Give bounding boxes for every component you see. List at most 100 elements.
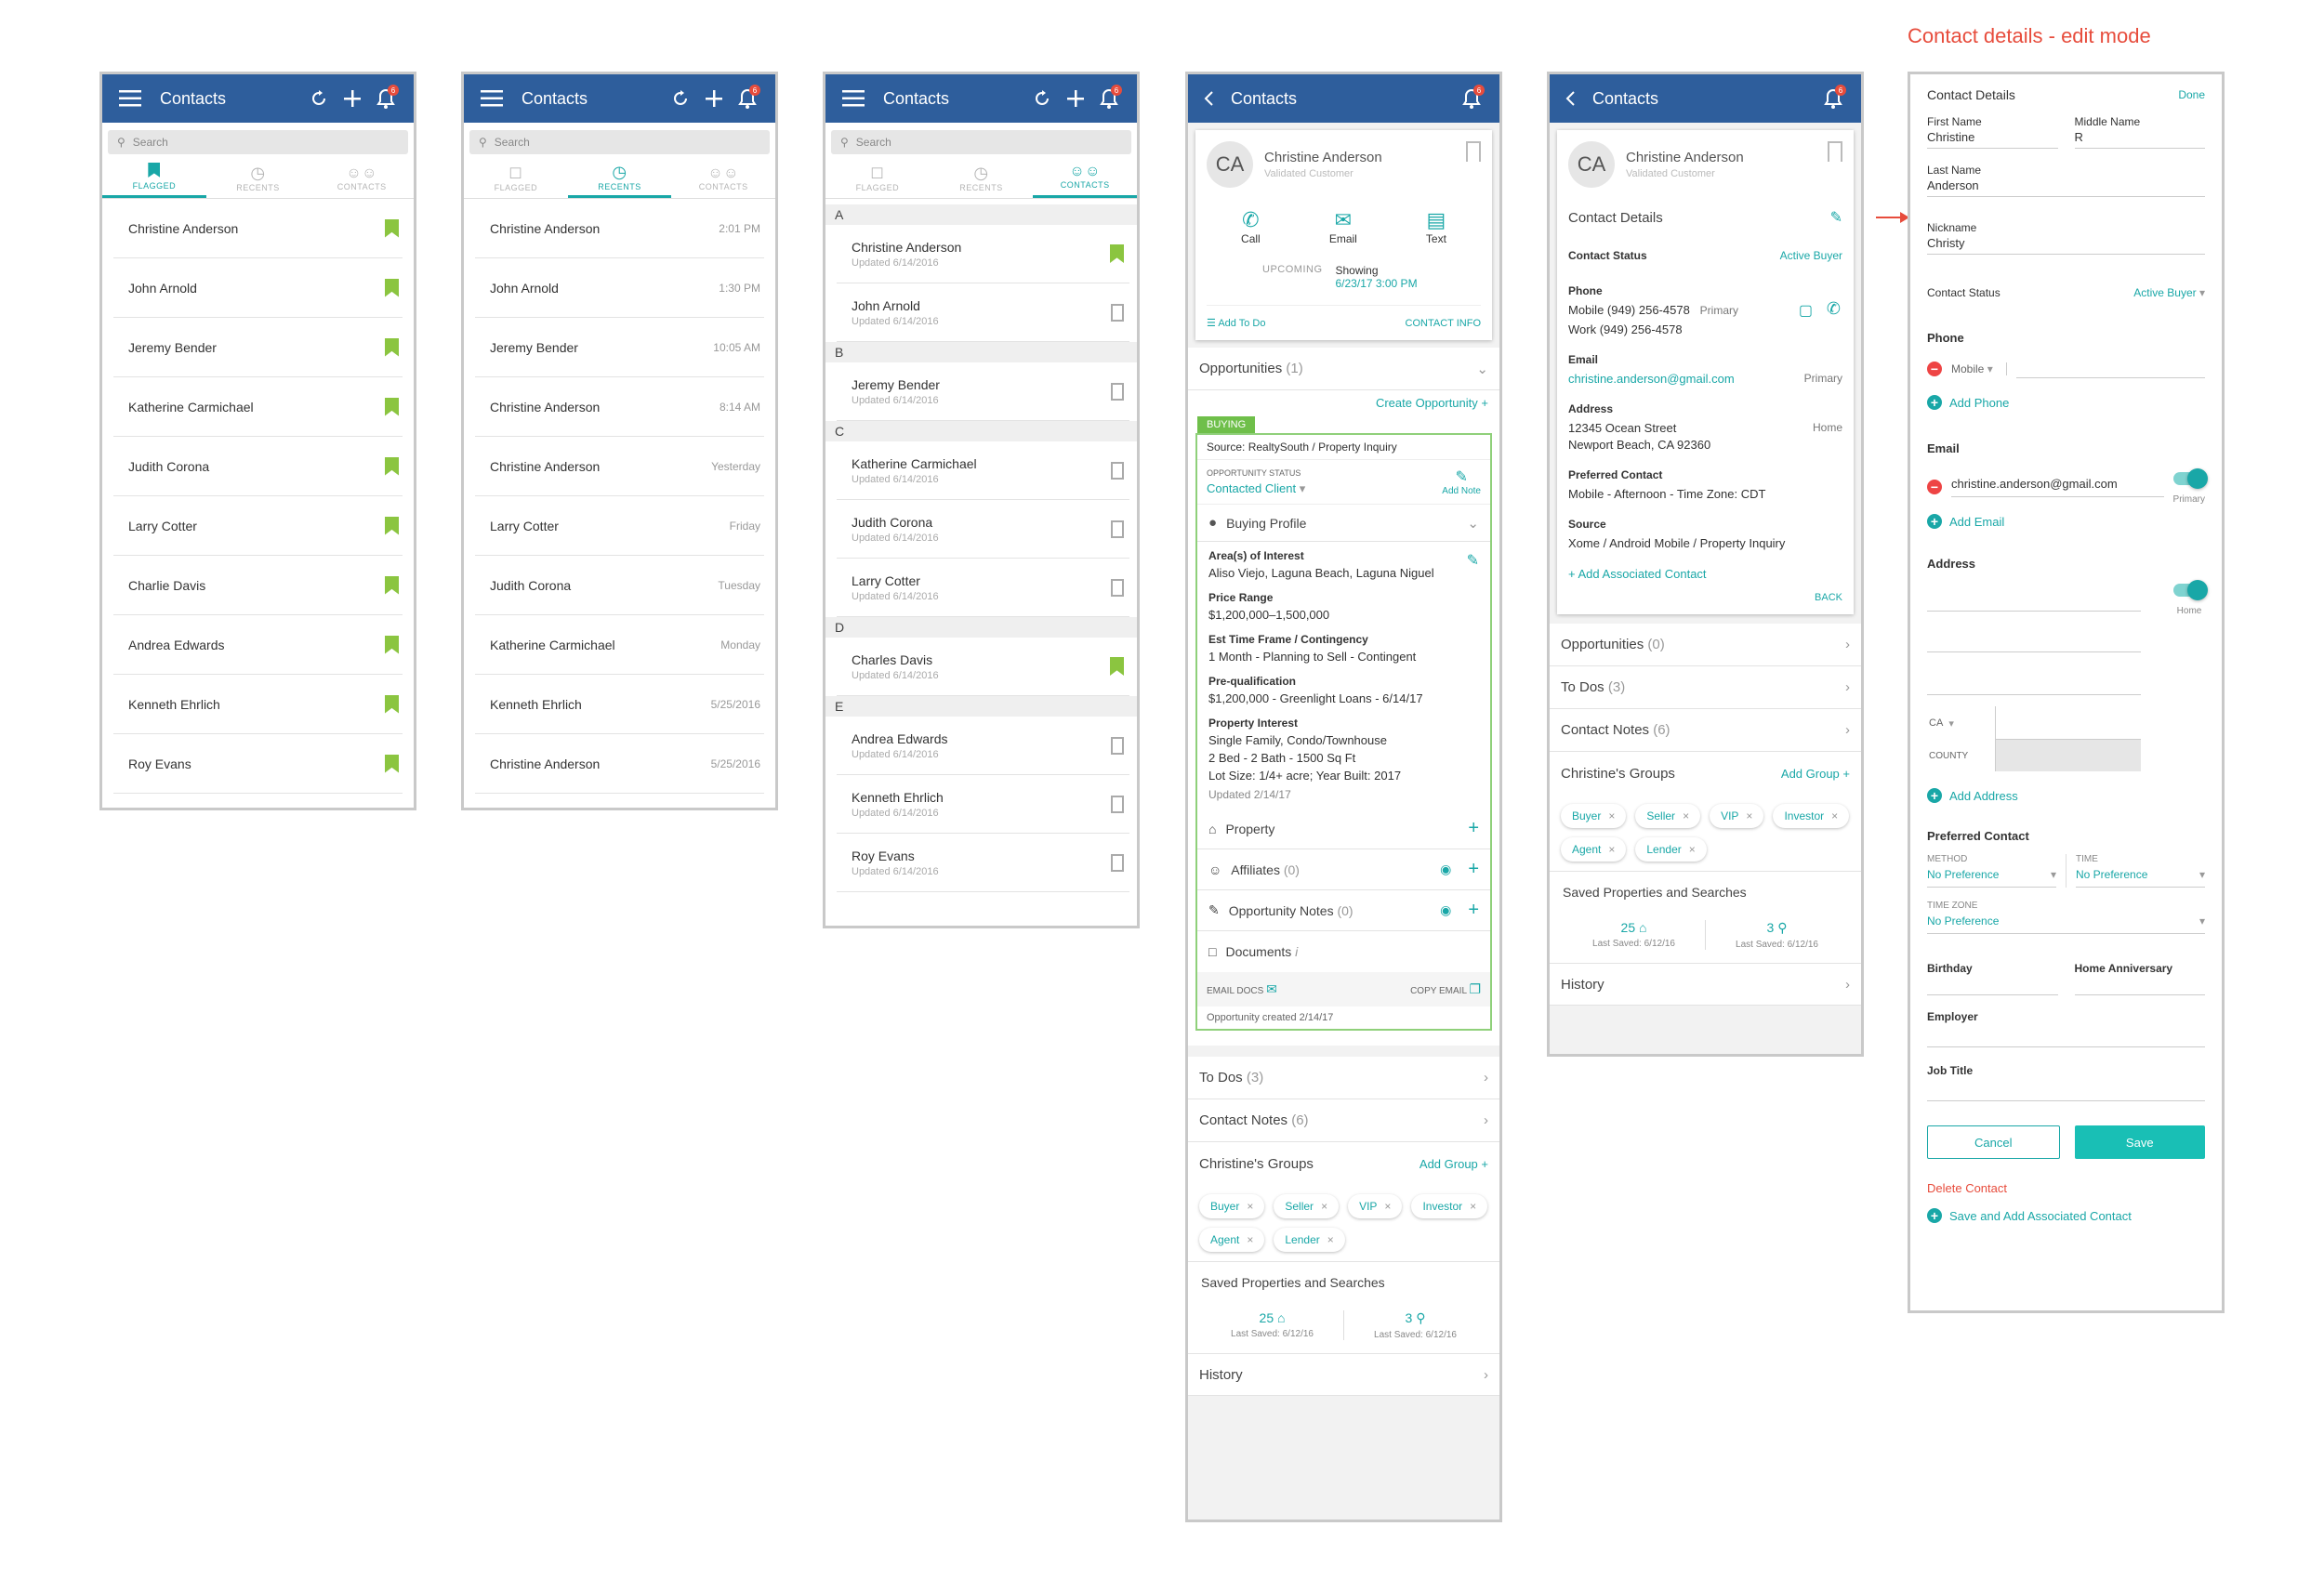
bookmark-outline-icon[interactable]: [1111, 578, 1124, 597]
sync-icon[interactable]: [664, 85, 697, 112]
contact-row[interactable]: John Arnold: [113, 258, 403, 318]
group-chip[interactable]: Buyer ×: [1561, 804, 1626, 828]
group-chip[interactable]: Seller ×: [1635, 804, 1700, 828]
close-icon[interactable]: ×: [1608, 809, 1616, 822]
nickname-input[interactable]: Christy: [1927, 234, 2205, 255]
contact-info-button[interactable]: CONTACT INFO: [1405, 317, 1481, 329]
menu-icon[interactable]: [475, 85, 508, 112]
close-icon[interactable]: ×: [1831, 809, 1839, 822]
contact-notes-row[interactable]: Contact Notes (6) ›: [1188, 1099, 1499, 1142]
contact-row[interactable]: Kenneth Ehrlich: [113, 675, 403, 734]
recent-row[interactable]: Christine Anderson 8:14 AM: [475, 377, 764, 437]
tab-contacts[interactable]: ☺☺ CONTACTS: [1033, 158, 1137, 198]
bookmark-outline-icon[interactable]: [1111, 461, 1124, 480]
state-select[interactable]: CA ▾: [1929, 717, 1954, 730]
job-title-input[interactable]: [1927, 1077, 2205, 1101]
back-arrow-icon[interactable]: [1199, 85, 1218, 112]
save-add-associated-button[interactable]: + Save and Add Associated Contact: [1927, 1208, 2205, 1223]
contact-row[interactable]: Andrea Edwards Updated 6/14/2016: [837, 717, 1129, 775]
saved-properties[interactable]: 25 ⌂ Last Saved: 6/12/16: [1563, 920, 1706, 950]
contact-row[interactable]: Larry Cotter Updated 6/14/2016: [837, 559, 1129, 617]
flag-icon[interactable]: [385, 397, 399, 416]
home-address-toggle[interactable]: [2173, 580, 2208, 600]
tab-flagged[interactable]: ☐ FLAGGED: [494, 165, 538, 192]
text-button[interactable]: ▤ Text: [1425, 208, 1446, 245]
group-chip[interactable]: Agent ×: [1199, 1228, 1264, 1252]
group-chip[interactable]: Lender ×: [1635, 837, 1706, 862]
timezone-select[interactable]: No Preference ▾: [1927, 911, 2205, 934]
contact-row[interactable]: Katherine Carmichael: [113, 377, 403, 437]
tab-flagged[interactable]: FLAGGED: [102, 158, 206, 198]
saved-properties[interactable]: 25 ⌂ Last Saved: 6/12/16: [1201, 1310, 1344, 1340]
contact-row[interactable]: Andrea Edwards: [113, 615, 403, 675]
copy-email-button[interactable]: COPY EMAIL ❐: [1410, 981, 1481, 996]
flag-icon[interactable]: [1110, 244, 1124, 263]
close-icon[interactable]: ×: [1247, 1233, 1254, 1246]
street-2-input[interactable]: [1927, 612, 2141, 652]
add-group-button[interactable]: Add Group +: [1780, 766, 1850, 781]
menu-icon[interactable]: [837, 85, 870, 112]
close-icon[interactable]: ×: [1683, 809, 1690, 822]
primary-email-toggle[interactable]: [2172, 468, 2208, 489]
close-icon[interactable]: ×: [1470, 1200, 1477, 1213]
sync-icon[interactable]: [302, 85, 336, 112]
notification-icon[interactable]: 6: [369, 85, 403, 112]
done-button[interactable]: Done: [2178, 88, 2205, 101]
street-input[interactable]: [1927, 584, 2141, 612]
tab-contacts[interactable]: ☺☺ CONTACTS: [698, 164, 748, 191]
phone-number-input[interactable]: [2015, 360, 2205, 378]
delete-contact-button[interactable]: Delete Contact: [1927, 1181, 2007, 1195]
contact-row[interactable]: Charlie Davis: [113, 556, 403, 615]
contact-row[interactable]: John Arnold Updated 6/14/2016: [837, 283, 1129, 342]
cancel-button[interactable]: Cancel: [1927, 1125, 2060, 1159]
recent-row[interactable]: Jeremy Bender 10:05 AM: [475, 318, 764, 377]
contact-status-select[interactable]: Active Buyer ▾: [2133, 286, 2205, 299]
message-icon[interactable]: ▢: [1798, 303, 1813, 319]
group-chip[interactable]: VIP ×: [1348, 1194, 1402, 1218]
add-note-button[interactable]: ✎ Add Note: [1442, 469, 1481, 496]
opp-status-select[interactable]: Contacted Client ▾: [1207, 480, 1306, 495]
add-todo-button[interactable]: ☰ Add To Do: [1207, 318, 1266, 329]
contact-row[interactable]: Jeremy Bender Updated 6/14/2016: [837, 362, 1129, 421]
opportunities-row[interactable]: Opportunities (0) ›: [1550, 624, 1861, 666]
saved-searches[interactable]: 3 ⚲ Last Saved: 6/12/16: [1736, 920, 1818, 950]
phone-icon[interactable]: ✆: [1826, 299, 1841, 318]
contact-row[interactable]: Judith Corona Updated 6/14/2016: [837, 500, 1129, 559]
group-chip[interactable]: Investor ×: [1411, 1194, 1487, 1218]
add-associated-contact-button[interactable]: + Add Associated Contact: [1568, 567, 1707, 581]
first-name-input[interactable]: Christine: [1927, 128, 2058, 149]
bookmark-outline-icon[interactable]: [1111, 382, 1124, 401]
close-icon[interactable]: ×: [1746, 809, 1753, 822]
contact-row[interactable]: Judith Corona: [113, 437, 403, 496]
group-chip[interactable]: Seller ×: [1274, 1194, 1339, 1218]
remove-email-icon[interactable]: −: [1927, 479, 1942, 494]
bookmark-icon[interactable]: [1828, 141, 1842, 162]
back-arrow-icon[interactable]: [1561, 85, 1579, 112]
flag-icon[interactable]: [385, 456, 399, 476]
history-row[interactable]: History ›: [1550, 963, 1861, 1006]
email-link[interactable]: christine.anderson@gmail.com: [1568, 372, 1735, 386]
saved-searches[interactable]: 3 ⚲ Last Saved: 6/12/16: [1374, 1310, 1457, 1340]
close-icon[interactable]: ×: [1247, 1200, 1254, 1213]
bookmark-outline-icon[interactable]: [1111, 303, 1124, 322]
email-docs-button[interactable]: EMAIL DOCS ✉: [1207, 981, 1277, 996]
group-chip[interactable]: Buyer ×: [1199, 1194, 1264, 1218]
recent-row[interactable]: Judith Corona Tuesday: [475, 556, 764, 615]
pencil-icon[interactable]: ✎: [1829, 210, 1842, 226]
contact-notes-row[interactable]: Contact Notes (6) ›: [1550, 709, 1861, 752]
anniversary-input[interactable]: [2074, 975, 2205, 995]
back-button[interactable]: BACK: [1815, 592, 1842, 603]
flag-icon[interactable]: [385, 575, 399, 595]
search-input[interactable]: ⚲ Search: [108, 130, 408, 154]
notification-icon[interactable]: 6: [1455, 85, 1488, 112]
call-button[interactable]: ✆ Call: [1241, 208, 1261, 245]
recent-row[interactable]: Christine Anderson Yesterday: [475, 437, 764, 496]
opportunities-header[interactable]: Opportunities (1) ⌄: [1188, 348, 1499, 390]
close-icon[interactable]: ×: [1384, 1200, 1392, 1213]
contact-row[interactable]: Roy Evans Updated 6/14/2016: [837, 834, 1129, 892]
flag-icon[interactable]: [385, 754, 399, 773]
add-icon[interactable]: [1059, 85, 1092, 112]
recent-row[interactable]: John Arnold 1:30 PM: [475, 258, 764, 318]
method-select[interactable]: No Preference ▾: [1927, 864, 2056, 888]
search-input[interactable]: ⚲ Search: [469, 130, 770, 154]
